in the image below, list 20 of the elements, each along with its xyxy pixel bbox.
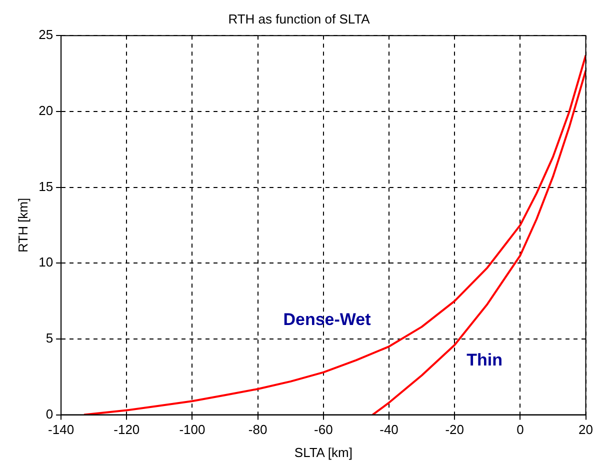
y-tick-label: 10 [38, 254, 54, 270]
chart-title: RTH as function of SLTA [228, 11, 370, 26]
y-tick-label: 25 [38, 27, 54, 42]
y-axis-title: RTH [km] [15, 198, 30, 253]
x-tick-label: 20 [578, 422, 594, 438]
x-tick-label: -100 [179, 422, 206, 438]
x-tick-label: -40 [380, 422, 398, 438]
x-tick-label: -80 [248, 422, 268, 438]
y-tick-label: 15 [38, 178, 54, 194]
y-tick-label: 5 [46, 330, 54, 346]
x-tick-label: -20 [445, 422, 464, 438]
series-label: Thin [466, 350, 503, 370]
x-tick-label: 0 [516, 422, 524, 438]
y-tick-label: 0 [46, 406, 54, 422]
x-axis-title: SLTA [km] [294, 444, 352, 460]
x-tick-label: -120 [114, 422, 140, 438]
x-tick-label: -60 [314, 422, 333, 438]
series-label: Dense-Wet [283, 310, 372, 330]
y-tick-label: 20 [38, 103, 54, 118]
x-tick-label: -140 [48, 422, 74, 438]
